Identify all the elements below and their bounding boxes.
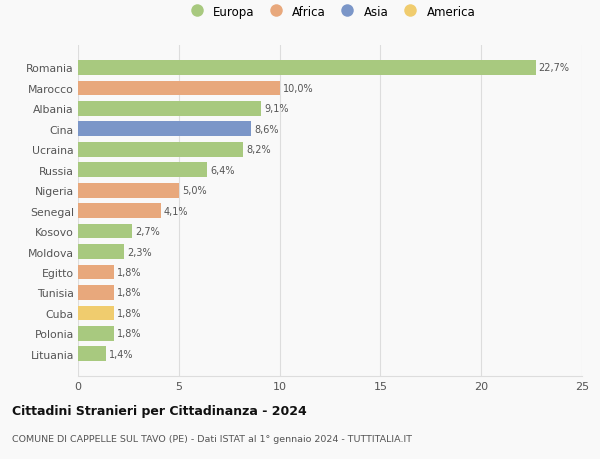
Bar — [78, 81, 280, 96]
Text: 1,8%: 1,8% — [118, 288, 142, 298]
Bar — [78, 326, 114, 341]
Bar — [78, 347, 106, 361]
Text: 2,3%: 2,3% — [127, 247, 152, 257]
Bar — [78, 285, 114, 300]
Text: 1,4%: 1,4% — [109, 349, 134, 359]
Text: 4,1%: 4,1% — [164, 206, 188, 216]
Text: 2,7%: 2,7% — [136, 227, 160, 236]
Bar — [78, 204, 161, 218]
Text: COMUNE DI CAPPELLE SUL TAVO (PE) - Dati ISTAT al 1° gennaio 2024 - TUTTITALIA.IT: COMUNE DI CAPPELLE SUL TAVO (PE) - Dati … — [12, 434, 412, 443]
Text: 9,1%: 9,1% — [265, 104, 289, 114]
Bar — [78, 143, 244, 157]
Bar — [78, 122, 251, 137]
Text: 10,0%: 10,0% — [283, 84, 313, 94]
Text: 1,8%: 1,8% — [118, 268, 142, 277]
Bar — [78, 245, 124, 259]
Bar — [78, 306, 114, 320]
Bar — [78, 163, 207, 178]
Text: 8,2%: 8,2% — [247, 145, 271, 155]
Bar — [78, 184, 179, 198]
Legend: Europa, Africa, Asia, America: Europa, Africa, Asia, America — [185, 6, 475, 18]
Text: 1,8%: 1,8% — [118, 308, 142, 318]
Text: 6,4%: 6,4% — [210, 165, 235, 175]
Text: 8,6%: 8,6% — [254, 124, 279, 134]
Text: 5,0%: 5,0% — [182, 186, 206, 196]
Bar — [78, 102, 262, 117]
Text: 1,8%: 1,8% — [118, 329, 142, 339]
Text: 22,7%: 22,7% — [539, 63, 569, 73]
Bar — [78, 61, 536, 76]
Bar — [78, 265, 114, 280]
Bar — [78, 224, 133, 239]
Text: Cittadini Stranieri per Cittadinanza - 2024: Cittadini Stranieri per Cittadinanza - 2… — [12, 404, 307, 417]
